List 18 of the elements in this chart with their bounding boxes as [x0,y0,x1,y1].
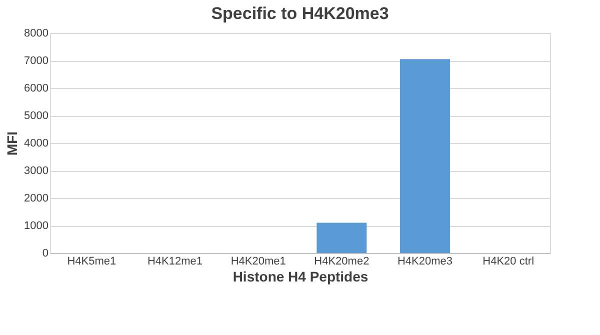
y-tick-label: 3000 [24,165,48,177]
chart-title: Specific to H4K20me3 [211,4,389,23]
x-tick-label: H4K5me1 [67,256,116,268]
y-tick-label: 4000 [24,138,48,150]
y-tick-label: 5000 [24,110,48,122]
x-tick-label: H4K20 ctrl [482,256,534,268]
x-axis-title: Histone H4 Peptides [232,268,368,284]
y-tick-label: 2000 [24,192,48,204]
x-tick-label: H4K20me2 [314,256,370,268]
y-tick-label: 1000 [24,220,48,232]
x-tick-label: H4K12me1 [147,256,203,268]
y-tick-label: 8000 [24,28,48,40]
y-tick-label: 6000 [24,82,48,94]
y-axis-title: MFI [4,131,20,156]
x-tick-label: H4K20me1 [230,256,286,268]
y-tick-label: 0 [42,248,48,260]
y-tick-label: 7000 [24,55,48,67]
x-tick-label: H4K20me3 [397,256,453,268]
